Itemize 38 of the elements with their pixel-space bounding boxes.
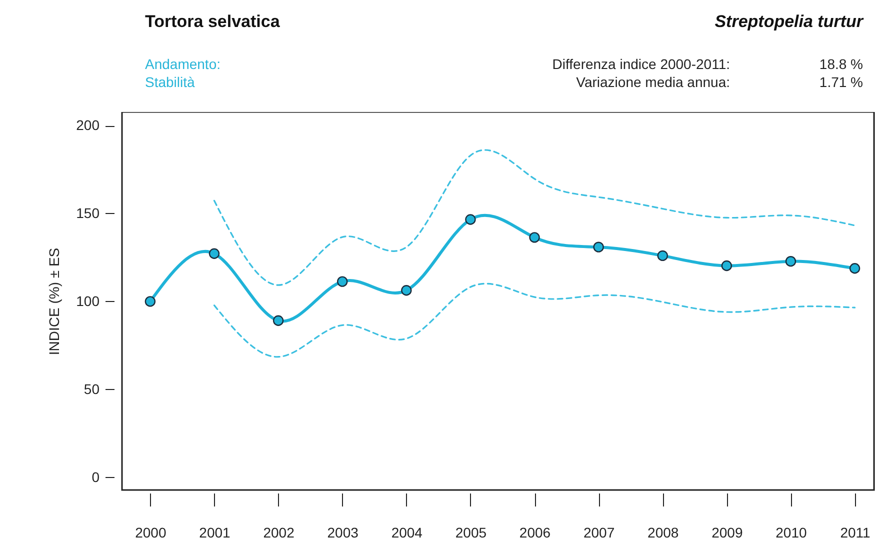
y-tick-label: 200 [76,117,100,134]
y-tick-label: 50 [84,380,100,397]
text: Stabilità [145,74,195,90]
text: Variazione media annua: [576,74,730,90]
x-tick-label: 2000 [135,524,166,540]
point [465,214,476,225]
x-tick-label: 2008 [648,524,679,540]
x-tick-label: 2009 [712,524,743,540]
point [401,285,412,296]
point [208,248,220,259]
x-tick-label: 2006 [519,524,551,540]
point [657,250,668,262]
x-tick-label: 2005 [455,524,487,540]
x-tick-label: 2004 [391,524,423,540]
x-tick-label: 2002 [263,524,295,540]
x-tick-label: 2010 [776,524,808,540]
text: Streptopelia turtur [714,12,863,32]
point [721,260,732,272]
point [272,315,284,326]
y-tick-label: 150 [76,204,100,221]
point [593,242,604,252]
text: Differenza indice 2000-2011: [552,56,730,72]
y-axis-title: INDICE (%) ± ES [46,248,62,356]
text: Andamento: [145,56,220,72]
chart-title: Tortora selvatica [145,12,280,32]
point [144,296,156,307]
x-tick-label: 2001 [199,524,231,540]
point [529,232,540,243]
text: 1.71 % [819,74,863,90]
point [785,256,796,267]
x-tick-label: 2011 [840,524,871,540]
x-tick-label: 2007 [583,524,615,540]
y-tick-label: 100 [76,292,100,309]
point [849,263,860,274]
point [337,276,348,287]
text: 18.8 % [819,56,863,72]
y-tick-label: 0 [92,468,100,485]
x-tick-label: 2003 [327,524,359,540]
